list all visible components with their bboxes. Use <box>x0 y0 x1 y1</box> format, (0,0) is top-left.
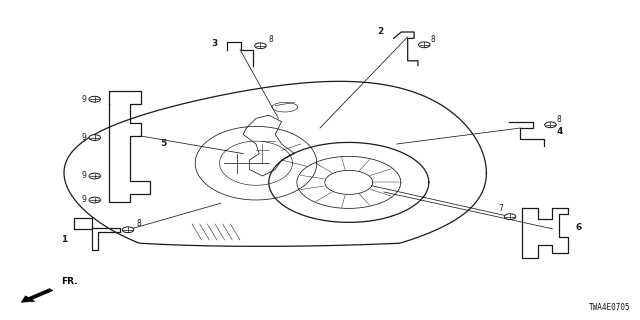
Text: FR.: FR. <box>61 277 77 286</box>
Circle shape <box>504 214 516 220</box>
Text: 8: 8 <box>136 219 141 228</box>
FancyArrow shape <box>21 289 53 302</box>
Circle shape <box>255 43 266 49</box>
Text: 7: 7 <box>499 204 504 213</box>
Text: 9: 9 <box>81 133 86 142</box>
Text: 8: 8 <box>431 35 435 44</box>
Text: 6: 6 <box>576 223 582 232</box>
Text: 3: 3 <box>211 39 218 48</box>
Text: 5: 5 <box>160 139 166 148</box>
Circle shape <box>89 197 100 203</box>
Circle shape <box>419 42 430 48</box>
Text: 2: 2 <box>378 27 384 36</box>
Circle shape <box>89 173 100 179</box>
Text: 9: 9 <box>81 196 86 204</box>
Text: 8: 8 <box>269 35 273 44</box>
Circle shape <box>89 96 100 102</box>
Text: 1: 1 <box>61 235 67 244</box>
Text: 9: 9 <box>81 95 86 104</box>
Text: 8: 8 <box>557 115 561 124</box>
Text: 4: 4 <box>557 127 563 136</box>
Circle shape <box>89 135 100 140</box>
Text: 9: 9 <box>81 172 86 180</box>
Circle shape <box>122 227 134 233</box>
Text: TWA4E0705: TWA4E0705 <box>589 303 630 312</box>
Circle shape <box>545 122 556 128</box>
